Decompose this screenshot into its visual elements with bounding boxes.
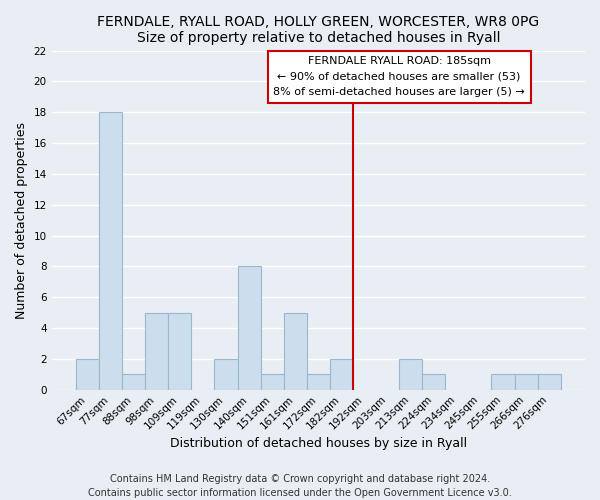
Bar [491,374,515,390]
Bar [168,312,191,390]
Bar [330,359,353,390]
Bar [145,312,168,390]
Text: Contains HM Land Registry data © Crown copyright and database right 2024.
Contai: Contains HM Land Registry data © Crown c… [88,474,512,498]
X-axis label: Distribution of detached houses by size in Ryall: Distribution of detached houses by size … [170,437,467,450]
Y-axis label: Number of detached properties: Number of detached properties [15,122,28,318]
Bar [260,374,284,390]
Bar [422,374,445,390]
Bar [284,312,307,390]
Title: FERNDALE, RYALL ROAD, HOLLY GREEN, WORCESTER, WR8 0PG
Size of property relative : FERNDALE, RYALL ROAD, HOLLY GREEN, WORCE… [97,15,539,45]
Bar [76,359,99,390]
Bar [538,374,561,390]
Bar [307,374,330,390]
Bar [99,112,122,390]
Bar [122,374,145,390]
Text: FERNDALE RYALL ROAD: 185sqm
← 90% of detached houses are smaller (53)
8% of semi: FERNDALE RYALL ROAD: 185sqm ← 90% of det… [273,56,525,98]
Bar [214,359,238,390]
Bar [238,266,260,390]
Bar [399,359,422,390]
Bar [515,374,538,390]
